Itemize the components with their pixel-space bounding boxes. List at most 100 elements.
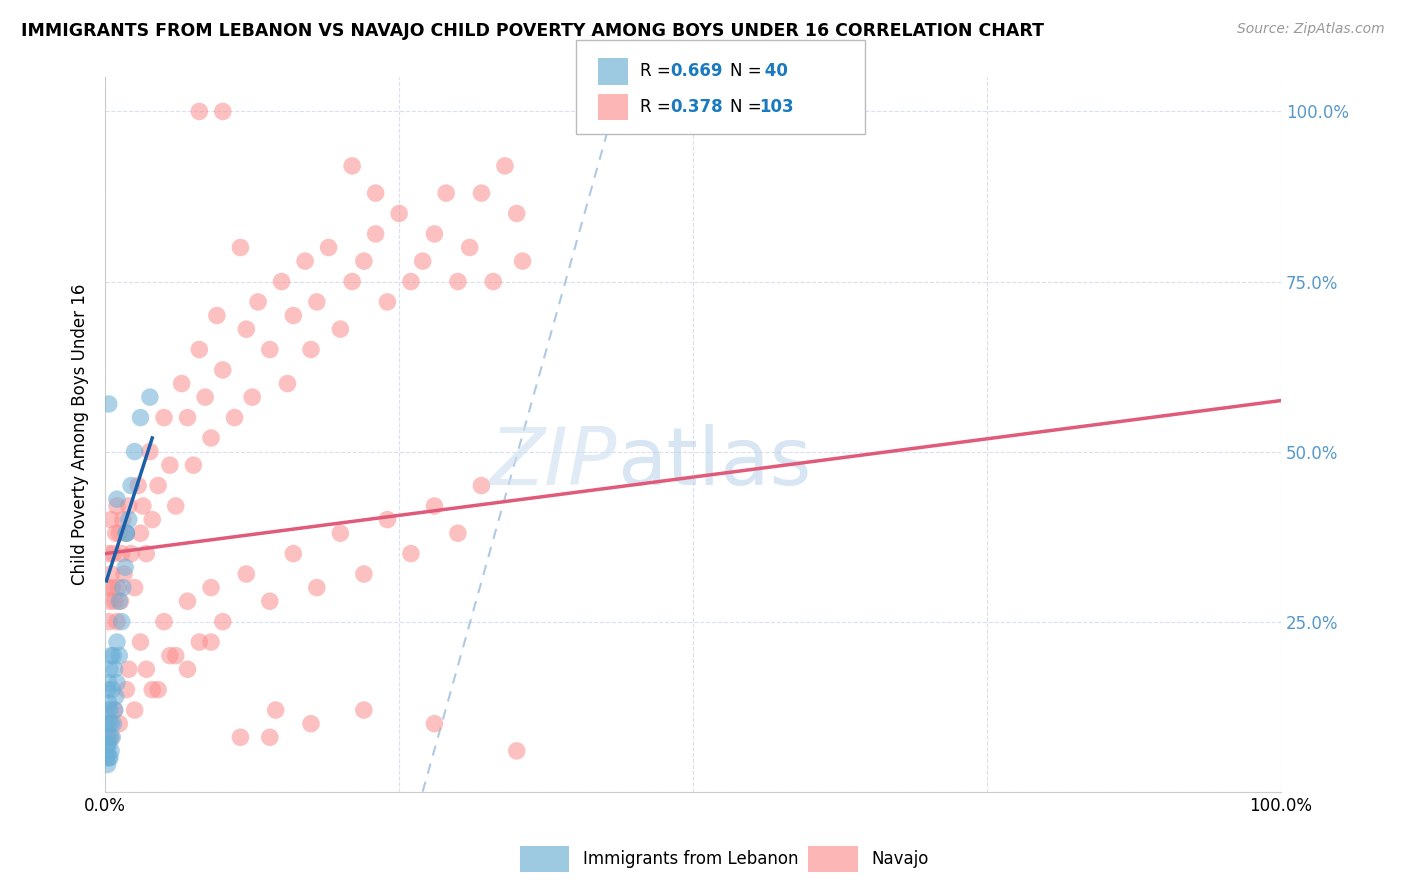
Point <box>264 703 287 717</box>
Point <box>129 635 152 649</box>
Point <box>235 322 257 336</box>
Text: N =: N = <box>730 98 766 116</box>
Point <box>98 703 121 717</box>
Point <box>100 567 122 582</box>
Point <box>100 648 122 663</box>
Point <box>110 594 132 608</box>
Point <box>104 594 127 608</box>
Point <box>103 716 125 731</box>
Point <box>108 716 131 731</box>
Point <box>105 676 128 690</box>
Point <box>120 478 142 492</box>
Point <box>423 499 446 513</box>
Point <box>108 526 131 541</box>
Point <box>512 254 534 268</box>
Point <box>135 547 157 561</box>
Point <box>146 682 169 697</box>
Point <box>423 716 446 731</box>
Point <box>135 662 157 676</box>
Point <box>377 294 399 309</box>
Point <box>259 594 281 608</box>
Point <box>353 254 375 268</box>
Point <box>318 240 340 254</box>
Point <box>129 410 152 425</box>
Point <box>120 547 142 561</box>
Point <box>364 186 387 200</box>
Point <box>98 594 121 608</box>
Point <box>506 206 529 220</box>
Point <box>108 648 131 663</box>
Point <box>299 716 322 731</box>
Point <box>124 703 146 717</box>
Point <box>100 716 122 731</box>
Point <box>104 703 127 717</box>
Point <box>447 526 470 541</box>
Point <box>165 648 187 663</box>
Text: Source: ZipAtlas.com: Source: ZipAtlas.com <box>1237 22 1385 37</box>
Point <box>211 615 233 629</box>
Point <box>470 478 492 492</box>
Text: R =: R = <box>640 98 676 116</box>
Point <box>97 703 120 717</box>
Point <box>107 581 129 595</box>
Point <box>211 363 233 377</box>
Point <box>115 682 138 697</box>
Point <box>97 696 120 710</box>
Point <box>127 478 149 492</box>
Point <box>165 499 187 513</box>
Point <box>104 662 127 676</box>
Text: atlas: atlas <box>617 424 811 502</box>
Point <box>377 513 399 527</box>
Point <box>200 635 222 649</box>
Point <box>100 744 122 758</box>
Point <box>98 731 121 745</box>
Point <box>118 499 141 513</box>
Point <box>188 343 211 357</box>
Point <box>353 567 375 582</box>
Point <box>97 581 120 595</box>
Point <box>96 750 118 764</box>
Point <box>434 186 457 200</box>
Point <box>506 744 529 758</box>
Point <box>194 390 217 404</box>
Point <box>105 635 128 649</box>
Point <box>108 594 131 608</box>
Point <box>97 744 120 758</box>
Point <box>101 581 124 595</box>
Point <box>299 343 322 357</box>
Point <box>118 662 141 676</box>
Point <box>340 159 363 173</box>
Point <box>100 513 122 527</box>
Point <box>141 513 163 527</box>
Point <box>97 737 120 751</box>
Point <box>105 492 128 507</box>
Point <box>104 703 127 717</box>
Point <box>124 581 146 595</box>
Point <box>305 581 328 595</box>
Point <box>399 547 422 561</box>
Point <box>176 662 198 676</box>
Point <box>412 254 434 268</box>
Point <box>176 594 198 608</box>
Point <box>224 410 246 425</box>
Point <box>153 410 176 425</box>
Point <box>200 431 222 445</box>
Point <box>105 499 128 513</box>
Point <box>153 615 176 629</box>
Text: 103: 103 <box>759 98 794 116</box>
Point <box>329 526 352 541</box>
Point <box>103 547 125 561</box>
Point <box>97 615 120 629</box>
Text: Navajo: Navajo <box>872 850 929 868</box>
Text: 0.669: 0.669 <box>671 62 723 80</box>
Point <box>329 322 352 336</box>
Point <box>98 750 121 764</box>
Point <box>176 410 198 425</box>
Point <box>105 615 128 629</box>
Point <box>115 526 138 541</box>
Point <box>399 275 422 289</box>
Point <box>470 186 492 200</box>
Point <box>259 731 281 745</box>
Point <box>229 240 252 254</box>
Point <box>364 227 387 241</box>
